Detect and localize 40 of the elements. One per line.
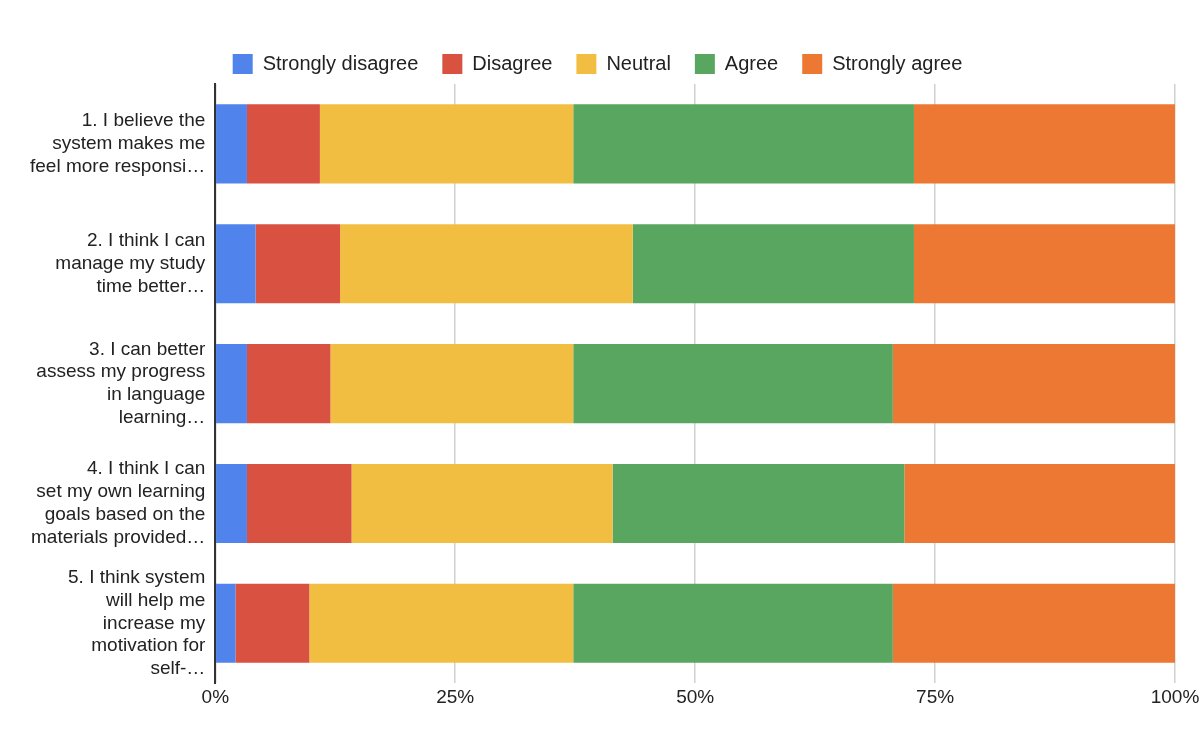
y-tick-label: 3. I can better assess my progress in language learning… [36,337,206,428]
x-tick-label: 0% [201,685,230,707]
bar [216,463,247,543]
bar [573,104,914,184]
bar [255,224,341,304]
bar [892,344,1175,424]
x-tick-label: 75% [916,685,955,707]
bar [246,344,331,424]
bar [612,463,905,543]
bar [216,583,236,663]
x-tick-label: 100% [1150,685,1200,707]
bar [632,224,914,304]
bar [246,463,352,543]
y-tick-label: 5. I think system will help me increase my motivation for self-… [68,565,206,679]
bar [892,583,1175,663]
bar [351,463,613,543]
bar [235,583,310,663]
bar [216,224,256,304]
bar [216,344,247,424]
y-tick-label: 2. I think I can manage my study time better… [55,229,206,296]
bar [309,583,574,663]
bar [573,583,893,663]
bar [330,344,574,424]
bar [246,104,320,184]
bar [904,463,1175,543]
bar [913,224,1175,304]
bar [573,344,893,424]
legend-label: Neutral [606,51,671,74]
legend-label: Strongly disagree [262,51,419,74]
y-tick-label: 1. I believe the system makes me feel more responsi… [30,109,206,176]
y-tick-label: 4. I think I can set my own learning goals based on the materials provided… [31,457,206,547]
bar [319,104,574,184]
x-tick-label: 25% [436,685,475,707]
bar [913,104,1175,184]
bar [340,224,633,304]
legend-label: Disagree [472,51,553,74]
legend-label: Strongly agree [832,51,963,74]
x-tick-label: 50% [676,685,715,707]
legend-label: Agree [724,51,779,74]
bar [216,104,247,184]
